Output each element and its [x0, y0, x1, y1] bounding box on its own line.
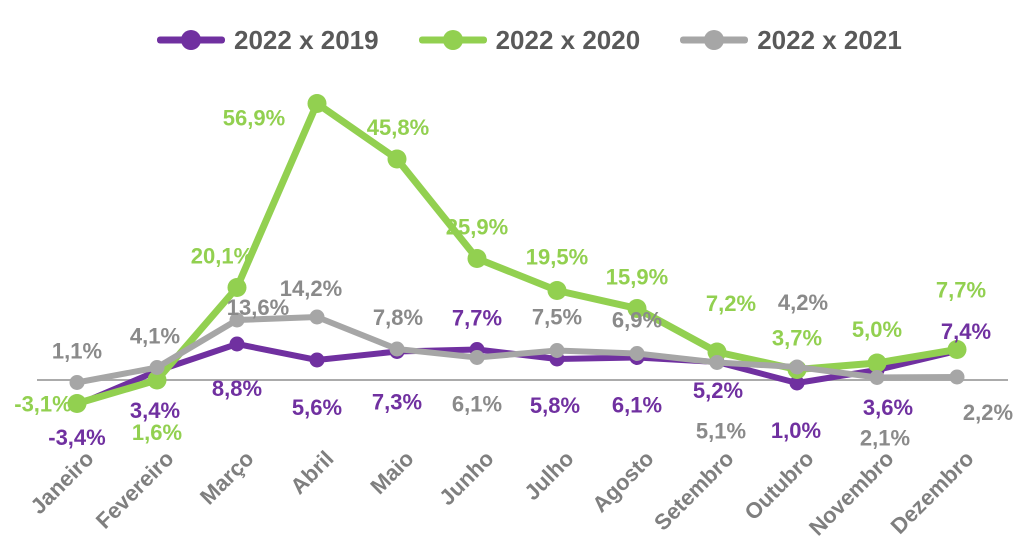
- data-label-2022x2021-6: 6,1%: [452, 392, 502, 417]
- data-label-2022x2019-6: 7,7%: [452, 306, 502, 331]
- data-point-2022x2019-4: [309, 352, 325, 368]
- x-axis-label-8: Agosto: [587, 446, 658, 517]
- data-point-2022x2020-1: [67, 394, 87, 413]
- data-label-2022x2021-5: 7,8%: [373, 305, 423, 330]
- data-label-2022x2020-2: 1,6%: [132, 420, 182, 445]
- data-point-2022x2021-1: [69, 375, 85, 390]
- data-label-2022x2019-2: 3,4%: [130, 398, 180, 423]
- legend-item-2022x2021: 2022 x 2021: [680, 27, 902, 53]
- data-label-2022x2021-4: 14,2%: [280, 276, 342, 301]
- data-point-2022x2021-7: [549, 343, 565, 358]
- data-label-2022x2019-4: 5,6%: [292, 395, 342, 420]
- data-label-2022x2021-11: 2,1%: [860, 426, 910, 451]
- x-axis-label-10: Outubro: [740, 446, 819, 525]
- legend-item-2022x2019: 2022 x 2019: [157, 27, 379, 53]
- legend-label-2022x2020: 2022 x 2020: [495, 25, 641, 55]
- data-label-2022x2019-8: 6,1%: [612, 393, 662, 418]
- legend-label-2022x2021: 2022 x 2021: [757, 25, 902, 55]
- data-label-2022x2021-10: 4,2%: [778, 290, 828, 315]
- data-point-2022x2019-10: [789, 375, 805, 391]
- data-label-2022x2019-7: 5,8%: [530, 393, 580, 418]
- data-point-2022x2021-8: [629, 346, 645, 361]
- data-point-2022x2021-2: [149, 360, 165, 375]
- x-axis-label-9: Setembro: [649, 446, 738, 535]
- x-axis-label-6: Junho: [434, 446, 498, 510]
- data-label-2022x2020-10: 3,7%: [772, 326, 822, 351]
- data-point-2022x2021-5: [389, 341, 405, 357]
- data-label-2022x2019-11: 3,6%: [863, 395, 913, 420]
- data-label-2022x2020-4: 56,9%: [223, 106, 285, 131]
- data-point-2022x2021-4: [309, 309, 325, 325]
- data-point-2022x2020-5: [387, 149, 407, 169]
- data-point-2022x2020-6: [467, 249, 487, 268]
- legend-marker-line-dot-icon: [157, 29, 225, 51]
- data-label-2022x2020-6: 25,9%: [446, 215, 508, 240]
- legend-label-2022x2019: 2022 x 2019: [234, 25, 379, 55]
- data-point-2022x2021-12: [949, 369, 965, 385]
- data-point-2022x2021-10: [789, 359, 805, 375]
- data-label-2022x2020-7: 19,5%: [526, 245, 588, 270]
- data-label-2022x2021-2: 4,1%: [130, 324, 180, 349]
- x-axis-label-2: Fevereiro: [91, 446, 179, 534]
- data-label-2022x2020-1: -3,1%: [14, 392, 71, 417]
- data-point-2022x2020-4: [307, 94, 327, 113]
- data-label-2022x2019-12: 7,4%: [941, 319, 991, 344]
- legend-marker-line-dot-icon: [418, 29, 487, 51]
- x-axis-label-12: Dezembro: [886, 446, 979, 539]
- data-point-2022x2021-6: [469, 350, 485, 365]
- legend-item-2022x2020: 2022 x 2020: [418, 25, 641, 55]
- data-label-2022x2019-9: 5,2%: [693, 378, 743, 403]
- data-point-2022x2021-3: [229, 312, 245, 328]
- legend-marker-line-dot-icon: [680, 29, 749, 51]
- data-label-2022x2020-3: 20,1%: [191, 244, 253, 269]
- data-point-2022x2020-12: [947, 340, 967, 359]
- data-point-2022x2019-3: [229, 336, 245, 352]
- data-point-2022x2020-8: [627, 299, 647, 318]
- data-point-2022x2020-7: [547, 281, 567, 300]
- data-label-2022x2019-10: 1,0%: [771, 418, 821, 443]
- x-axis-label-4: Abril: [285, 446, 338, 499]
- x-axis-label-5: Maio: [365, 446, 418, 499]
- data-label-2022x2020-9: 7,2%: [706, 291, 756, 316]
- series-line-2022x2021: [74, 314, 960, 386]
- data-label-2022x2021-8: 6,9%: [612, 308, 662, 333]
- data-label-2022x2019-5: 7,3%: [372, 390, 422, 415]
- x-axis-label-7: Julho: [519, 446, 578, 505]
- chart-legend: 2022 x 2019 2022 x 2020 2022 x 2021: [157, 27, 902, 53]
- data-label-2022x2020-12: 7,7%: [936, 278, 986, 303]
- x-axis-label-1: Janeiro: [26, 446, 99, 519]
- data-label-2022x2021-12: 2,2%: [963, 400, 1013, 425]
- x-axis-label-11: Novembro: [804, 446, 899, 541]
- data-label-2022x2020-5: 45,8%: [367, 115, 429, 140]
- data-label-2022x2019-1: -3,4%: [48, 425, 105, 450]
- data-label-2022x2021-9: 5,1%: [696, 419, 746, 444]
- data-label-2022x2021-1: 1,1%: [52, 339, 102, 364]
- data-point-2022x2020-3: [227, 278, 247, 297]
- data-label-2022x2019-3: 8,8%: [212, 376, 262, 401]
- data-label-2022x2020-11: 5,0%: [852, 317, 902, 342]
- data-point-2022x2020-2: [147, 370, 167, 390]
- data-point-2022x2020-11: [867, 353, 887, 373]
- data-label-2022x2021-7: 7,5%: [532, 305, 582, 330]
- data-point-2022x2021-9: [709, 355, 725, 370]
- data-label-2022x2021-3: 13,6%: [227, 295, 289, 320]
- data-point-2022x2021-11: [869, 370, 885, 385]
- x-axis-label-3: Março: [195, 446, 258, 509]
- data-label-2022x2020-8: 15,9%: [606, 265, 668, 290]
